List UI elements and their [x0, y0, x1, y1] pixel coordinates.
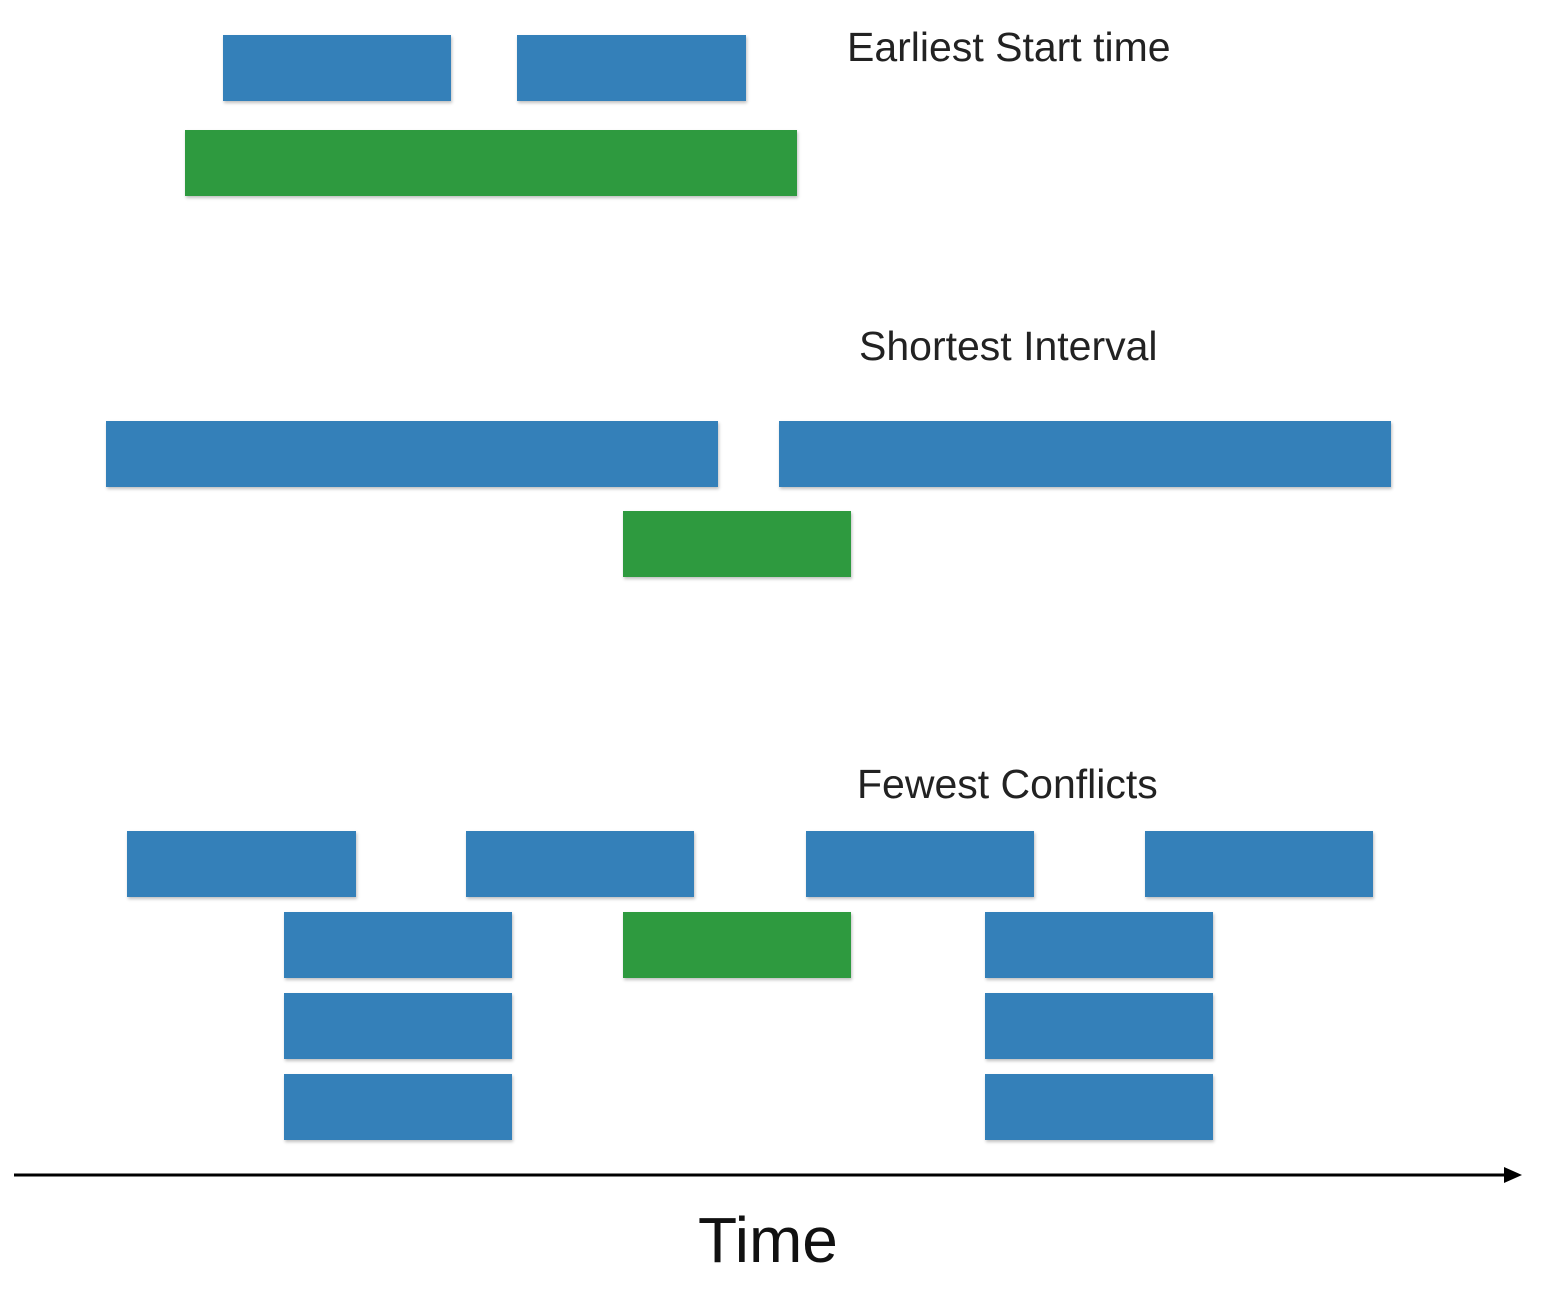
fewest-conflicts-rejected-interval-2 [466, 831, 694, 897]
earliest-start-rejected-interval-2 [517, 35, 746, 101]
fewest-conflicts-rejected-interval-3 [806, 831, 1034, 897]
time-axis-label: Time [698, 1204, 838, 1276]
fewest-conflicts-selected-interval-6 [623, 912, 851, 978]
shortest-interval-rejected-interval-1 [106, 421, 718, 487]
fewest-conflicts-rejected-interval-5 [284, 912, 512, 978]
earliest-start-rejected-interval-1 [223, 35, 451, 101]
fewest-conflicts-rejected-interval-7 [985, 912, 1213, 978]
fewest-conflicts-rejected-interval-8 [284, 993, 512, 1059]
fewest-conflicts-rejected-interval-1 [127, 831, 356, 897]
shortest-interval-label: Shortest Interval [859, 323, 1158, 369]
fewest-conflicts-rejected-interval-11 [985, 1074, 1213, 1140]
fewest-conflicts-rejected-interval-4 [1145, 831, 1373, 897]
fewest-conflicts-label: Fewest Conflicts [857, 761, 1158, 807]
earliest-start-selected-interval-3 [185, 130, 797, 196]
shortest-interval-rejected-interval-2 [779, 421, 1391, 487]
fewest-conflicts-rejected-interval-9 [985, 993, 1213, 1059]
time-axis-arrowhead [1504, 1167, 1522, 1183]
earliest-start-time-label: Earliest Start time [847, 24, 1171, 70]
shortest-interval-selected-interval-3 [623, 511, 851, 577]
fewest-conflicts-rejected-interval-10 [284, 1074, 512, 1140]
